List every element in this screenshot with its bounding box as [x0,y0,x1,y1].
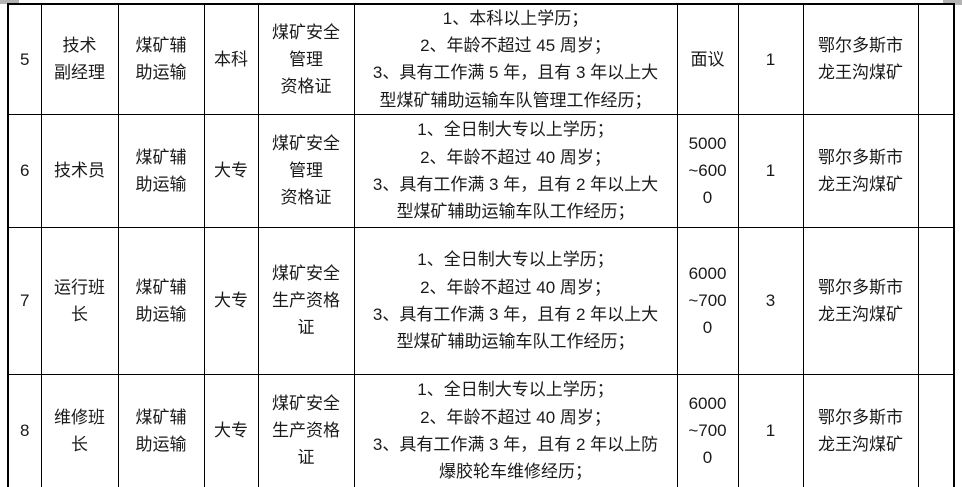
cell-education: 本科 [203,3,259,115]
cell-certificate: 煤矿安全 生产资格 证 [257,226,355,375]
cell-department: 煤矿辅 助运输 [117,226,205,375]
cell-position: 维修班 长 [40,373,119,487]
cell-extra [917,113,955,228]
cell-education: 大专 [203,373,259,487]
cell-row-number: 8 [7,373,42,487]
cell-salary: 面议 [676,3,739,115]
top-right-fragment [943,0,962,5]
cell-headcount: 1 [737,373,804,487]
cell-department: 煤矿辅 助运输 [117,113,205,228]
cell-certificate: 煤矿安全 管理 资格证 [257,113,355,228]
cell-location: 鄂尔多斯市 龙王沟煤矿 [802,3,919,115]
cell-education: 大专 [203,113,259,228]
cell-requirements: 1、全日制大专以上学历； 2、年龄不超过 40 周岁； 3、具有工作满 3 年，… [353,373,678,487]
recruitment-table: 5 技术 副经理 煤矿辅 助运输 本科 煤矿安全 管理 资格证 1、本科以上学历… [7,3,955,487]
cell-location: 鄂尔多斯市 龙王沟煤矿 [802,113,919,228]
cell-requirements: 1、本科以上学历； 2、年龄不超过 45 周岁； 3、具有工作满 5 年，且有 … [353,3,678,115]
cell-requirements: 1、全日制大专以上学历； 2、年龄不超过 40 周岁； 3、具有工作满 3 年，… [353,226,678,375]
cell-row-number: 5 [7,3,42,115]
cell-department: 煤矿辅 助运输 [117,3,205,115]
cell-headcount: 1 [737,113,804,228]
cell-position: 技术 副经理 [40,3,119,115]
cell-headcount: 3 [737,226,804,375]
cell-location: 鄂尔多斯市 龙王沟煤矿 [802,226,919,375]
cell-salary: 5000 ~600 0 [676,113,739,228]
cell-row-number: 6 [7,113,42,228]
cell-education: 大专 [203,226,259,375]
cell-department: 煤矿辅 助运输 [117,373,205,487]
cell-headcount: 1 [737,3,804,115]
cell-location: 鄂尔多斯市 龙王沟煤矿 [802,373,919,487]
cell-row-number: 7 [7,226,42,375]
table-row: 6 技术员 煤矿辅 助运输 大专 煤矿安全 管理 资格证 1、全日制大专以上学历… [7,113,955,228]
cell-position: 运行班 长 [40,226,119,375]
cell-salary: 6000 ~700 0 [676,373,739,487]
table-row: 5 技术 副经理 煤矿辅 助运输 本科 煤矿安全 管理 资格证 1、本科以上学历… [7,3,955,115]
cell-position: 技术员 [40,113,119,228]
cell-certificate: 煤矿安全 生产资格 证 [257,373,355,487]
cell-extra [917,226,955,375]
cell-extra [917,373,955,487]
table-row: 7 运行班 长 煤矿辅 助运输 大专 煤矿安全 生产资格 证 1、全日制大专以上… [7,226,955,375]
cell-salary: 6000 ~700 0 [676,226,739,375]
cell-extra [917,3,955,115]
table-row: 8 维修班 长 煤矿辅 助运输 大专 煤矿安全 生产资格 证 1、全日制大专以上… [7,373,955,487]
cell-certificate: 煤矿安全 管理 资格证 [257,3,355,115]
cell-requirements: 1、全日制大专以上学历； 2、年龄不超过 40 周岁； 3、具有工作满 3 年，… [353,113,678,228]
top-left-fragment [0,0,19,4]
